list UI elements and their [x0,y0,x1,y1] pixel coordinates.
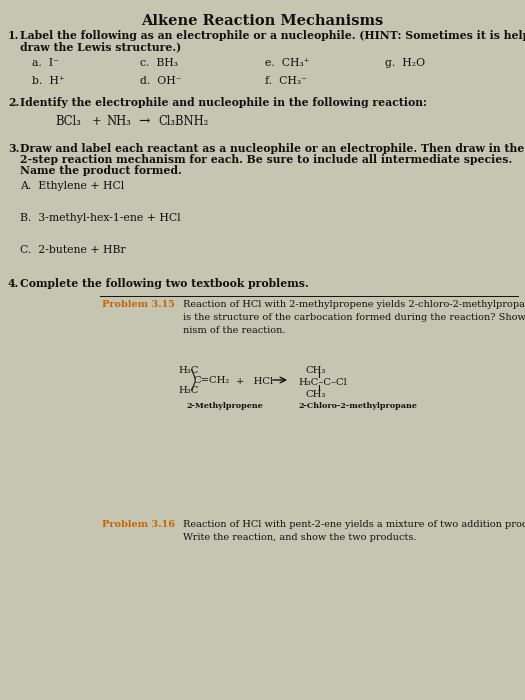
Text: C=CH₂: C=CH₂ [194,376,230,385]
Text: CH₃: CH₃ [306,390,327,399]
Text: d.  OH⁻: d. OH⁻ [140,76,182,86]
Text: Alkene Reaction Mechanisms: Alkene Reaction Mechanisms [141,14,383,28]
Text: Cl₃BNH₂: Cl₃BNH₂ [158,115,208,128]
Text: BCl₃: BCl₃ [55,115,81,128]
Text: c.  BH₃: c. BH₃ [140,58,178,68]
Text: H₃C–C–Cl: H₃C–C–Cl [298,378,346,387]
Text: C.  2-butene + HBr: C. 2-butene + HBr [20,245,125,255]
Text: 1.: 1. [8,30,19,41]
Text: f.  CH₃⁻: f. CH₃⁻ [265,76,307,86]
Text: Name the product formed.: Name the product formed. [20,165,182,176]
Text: Reaction of HCl with 2-methylpropene yields 2-chloro-2-methylpropane. What
is th: Reaction of HCl with 2-methylpropene yie… [183,300,525,335]
Text: Identify the electrophile and nucleophile in the following reaction:: Identify the electrophile and nucleophil… [20,97,427,108]
Text: H₃C: H₃C [178,386,198,395]
Text: b.  H⁺: b. H⁺ [32,76,65,86]
Text: g.  H₂O: g. H₂O [385,58,425,68]
Text: 3.: 3. [8,143,19,154]
Text: a.  I⁻: a. I⁻ [32,58,59,68]
Text: +   HCl: + HCl [236,377,273,386]
Text: Problem 3.16: Problem 3.16 [102,520,175,529]
Text: 2-step reaction mechanism for each. Be sure to include all intermediate species.: 2-step reaction mechanism for each. Be s… [20,154,512,165]
Text: →: → [138,114,150,128]
Text: e.  CH₃⁺: e. CH₃⁺ [265,58,310,68]
Text: 4.: 4. [8,278,19,289]
Text: NH₃: NH₃ [106,115,131,128]
Text: B.  3-methyl-hex-1-ene + HCl: B. 3-methyl-hex-1-ene + HCl [20,213,181,223]
Text: 2-Chloro-2-methylpropane: 2-Chloro-2-methylpropane [298,402,417,410]
Text: Reaction of HCl with pent-2-ene yields a mixture of two addition products.
Write: Reaction of HCl with pent-2-ene yields a… [183,520,525,542]
Text: 2.: 2. [8,97,19,108]
Text: H₃C: H₃C [178,366,198,375]
Text: draw the Lewis structure.): draw the Lewis structure.) [20,41,181,52]
Text: 2-Methylpropene: 2-Methylpropene [186,402,262,410]
Text: Problem 3.15: Problem 3.15 [102,300,175,309]
Text: A.  Ethylene + HCl: A. Ethylene + HCl [20,181,124,191]
Text: Complete the following two textbook problems.: Complete the following two textbook prob… [20,278,309,289]
Text: Label the following as an electrophile or a nucleophile. (HINT: Sometimes it is : Label the following as an electrophile o… [20,30,525,41]
Text: +: + [92,115,102,128]
Text: Draw and label each reactant as a nucleophile or an electrophile. Then draw in t: Draw and label each reactant as a nucleo… [20,143,524,154]
Text: CH₃: CH₃ [306,366,327,375]
